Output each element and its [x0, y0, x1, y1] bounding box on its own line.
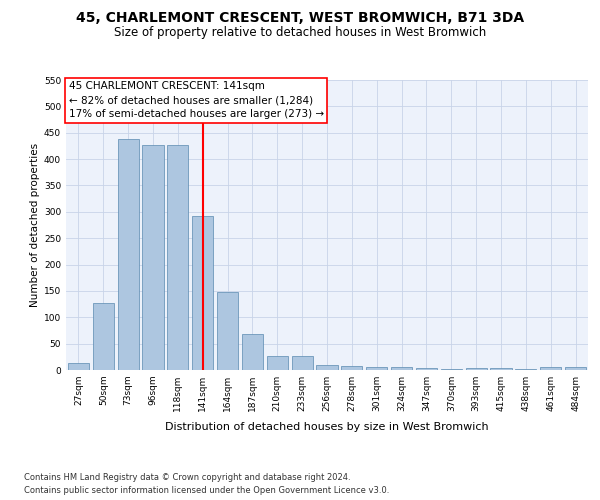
Bar [217, 292, 238, 370]
Bar [466, 368, 487, 370]
Text: Distribution of detached houses by size in West Bromwich: Distribution of detached houses by size … [165, 422, 489, 432]
Bar [490, 368, 512, 370]
Bar [341, 366, 362, 370]
Text: Size of property relative to detached houses in West Bromwich: Size of property relative to detached ho… [114, 26, 486, 39]
Bar [267, 356, 288, 370]
Bar [316, 364, 338, 370]
Text: 45 CHARLEMONT CRESCENT: 141sqm
← 82% of detached houses are smaller (1,284)
17% : 45 CHARLEMONT CRESCENT: 141sqm ← 82% of … [68, 82, 324, 120]
Text: 45, CHARLEMONT CRESCENT, WEST BROMWICH, B71 3DA: 45, CHARLEMONT CRESCENT, WEST BROMWICH, … [76, 11, 524, 25]
Bar [68, 363, 89, 370]
Bar [292, 356, 313, 370]
Y-axis label: Number of detached properties: Number of detached properties [30, 143, 40, 307]
Bar [167, 146, 188, 370]
Text: Contains public sector information licensed under the Open Government Licence v3: Contains public sector information licen… [24, 486, 389, 495]
Bar [416, 368, 437, 370]
Bar [93, 303, 114, 370]
Bar [540, 367, 561, 370]
Bar [142, 146, 164, 370]
Text: Contains HM Land Registry data © Crown copyright and database right 2024.: Contains HM Land Registry data © Crown c… [24, 472, 350, 482]
Bar [242, 334, 263, 370]
Bar [192, 216, 213, 370]
Bar [118, 139, 139, 370]
Bar [391, 368, 412, 370]
Bar [366, 368, 387, 370]
Bar [565, 367, 586, 370]
